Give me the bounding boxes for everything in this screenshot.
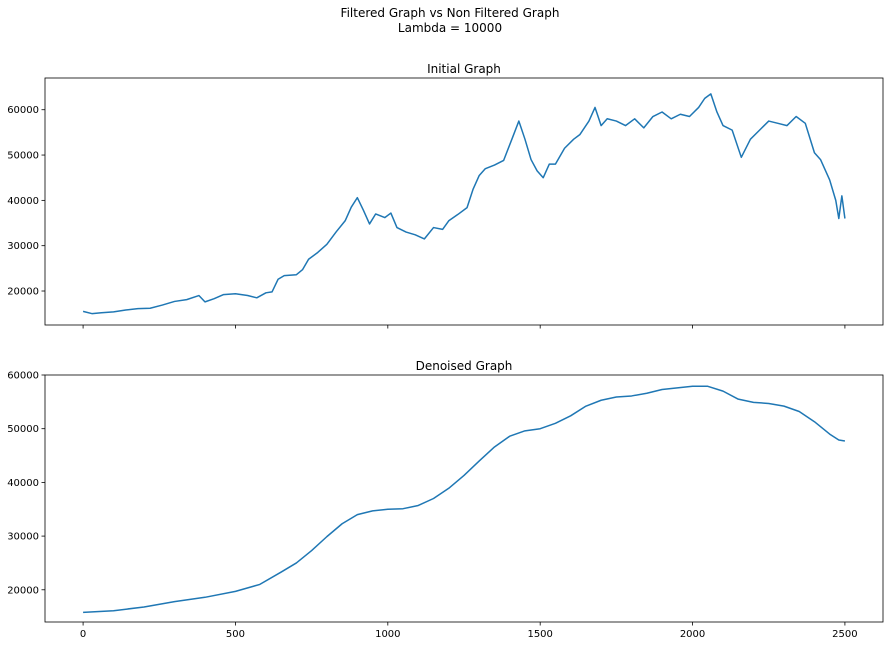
suptitle-line2: Lambda = 10000 <box>398 21 502 35</box>
initial-graph-y-tick-label: 30000 <box>7 241 39 252</box>
denoised-graph-x-tick-label: 0 <box>80 629 86 640</box>
denoised-graph-series-line <box>83 385 846 614</box>
initial-graph-axes: Initial Graph 20000 30000 40000 50000 60000 <box>7 62 884 329</box>
denoised-graph-y-tick-label: 30000 <box>7 532 39 543</box>
suptitle-line1: Filtered Graph vs Non Filtered Graph <box>341 6 560 20</box>
denoised-graph-y-tick-label: 20000 <box>7 585 39 596</box>
initial-graph-plot-frame <box>44 77 884 326</box>
initial-graph-y-tick-label: 20000 <box>7 287 39 298</box>
initial-graph-title: Initial Graph <box>427 62 501 76</box>
denoised-graph-y-tick-label: 40000 <box>7 478 39 489</box>
denoised-graph-x-tick-label: 2500 <box>832 629 857 640</box>
initial-graph-y-tick-label: 60000 <box>7 105 39 116</box>
denoised-graph-x-tick-label: 1000 <box>375 629 400 640</box>
denoised-graph-title: Denoised Graph <box>416 359 513 373</box>
denoised-graph-y-tick-label: 50000 <box>7 424 39 435</box>
initial-graph-series-line <box>82 93 846 315</box>
initial-graph-y-tick-label: 50000 <box>7 151 39 162</box>
denoised-graph-axes: Denoised Graph 2000030000400005000060000… <box>7 359 884 640</box>
denoised-graph-x-tick-label: 2000 <box>680 629 705 640</box>
denoised-graph-x-tick-label: 1500 <box>527 629 552 640</box>
denoised-graph-plot-frame <box>44 374 884 623</box>
denoised-graph-x-tick-label: 500 <box>226 629 245 640</box>
denoised-graph-y-tick-label: 60000 <box>7 371 39 382</box>
initial-graph-y-tick-label: 40000 <box>7 196 39 207</box>
